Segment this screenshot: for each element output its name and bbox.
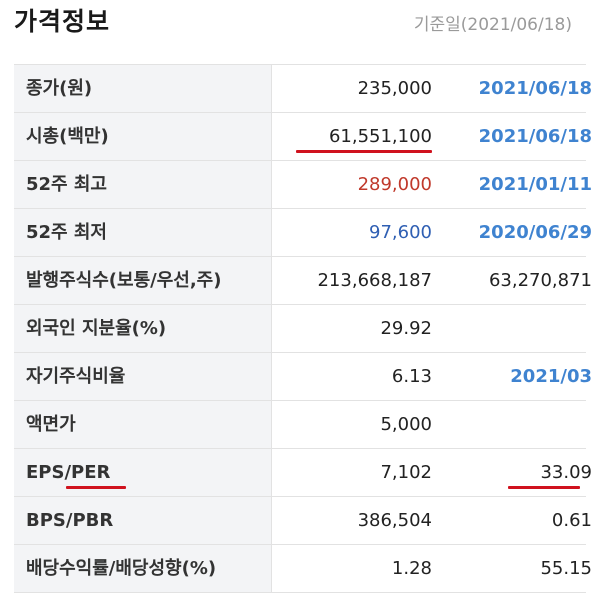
row-per-value: 33.09: [540, 462, 592, 483]
row-value-high: 289,000: [357, 174, 432, 195]
table-row-shares-outstanding: 발행주식수(보통/우선,주) 213,668,187 63,270,871: [14, 257, 592, 305]
table-row-treasury-stock: 자기주식비율 6.13 2021/03: [14, 353, 592, 401]
row-extra: [432, 401, 592, 448]
row-date: 2021/01/11: [478, 174, 592, 195]
row-value: 386,504: [357, 510, 432, 531]
table-row-par-value: 액면가 5,000: [14, 401, 586, 449]
row-label: 52주 최고: [14, 161, 272, 208]
row-value-low: 97,600: [369, 222, 432, 243]
red-underline-mark: [66, 486, 126, 489]
table-row-52w-low: 52주 최저 97,600 2020/06/29: [14, 209, 592, 257]
row-label: 시총(백만): [14, 113, 272, 160]
row-label: 액면가: [14, 401, 272, 448]
table-row-eps-per: EPS/PER 7,102 33.09: [14, 449, 592, 497]
row-value: 235,000: [357, 78, 432, 99]
row-label: 자기주식비율: [14, 353, 272, 400]
row-label: BPS/PBR: [14, 497, 272, 544]
row-label: 외국인 지분율(%): [14, 305, 272, 352]
row-date: 2020/06/29: [478, 222, 592, 243]
row-value: 29.92: [380, 318, 432, 339]
row-label: EPS/PER: [14, 449, 272, 496]
row-date: 2021/03: [510, 366, 592, 387]
row-value: 7,102: [380, 462, 432, 483]
row-value: 5,000: [380, 414, 432, 435]
row-value-preferred: 63,270,871: [488, 270, 592, 291]
row-extra: [432, 305, 592, 352]
row-date: 2021/06/18: [478, 78, 592, 99]
price-info-header: 가격정보 기준일(2021/06/18): [0, 0, 600, 40]
table-row-market-cap: 시총(백만) 61,551,100 2021/06/18: [14, 113, 592, 161]
table-row-closing-price: 종가(원) 235,000 2021/06/18: [14, 65, 592, 113]
red-underline-mark: [508, 486, 580, 489]
row-label: 52주 최저: [14, 209, 272, 256]
base-date-label: 기준일(2021/06/18): [413, 15, 572, 35]
row-pbr-value: 0.61: [551, 510, 592, 531]
table-row-bps-pbr: BPS/PBR 386,504 0.61: [14, 497, 592, 545]
row-value: 1.28: [391, 558, 432, 579]
row-date: 2021/06/18: [478, 126, 592, 147]
row-label: 발행주식수(보통/우선,주): [14, 257, 272, 304]
row-label: 배당수익률/배당성향(%): [14, 545, 272, 592]
page-title: 가격정보: [14, 7, 111, 36]
table-row-dividend: 배당수익률/배당성향(%) 1.28 55.15: [14, 545, 592, 593]
table-row-52w-high: 52주 최고 289,000 2021/01/11: [14, 161, 592, 209]
table-row-foreign-ownership: 외국인 지분율(%) 29.92: [14, 305, 586, 353]
row-label: 종가(원): [14, 65, 272, 112]
red-underline-mark: [296, 150, 432, 153]
row-payout-value: 55.15: [540, 558, 592, 579]
price-info-table: 종가(원) 235,000 2021/06/18 시총(백만) 61,551,1…: [14, 64, 592, 593]
row-value: 6.13: [391, 366, 432, 387]
row-value: 61,551,100: [328, 126, 432, 147]
row-value: 213,668,187: [317, 270, 432, 291]
